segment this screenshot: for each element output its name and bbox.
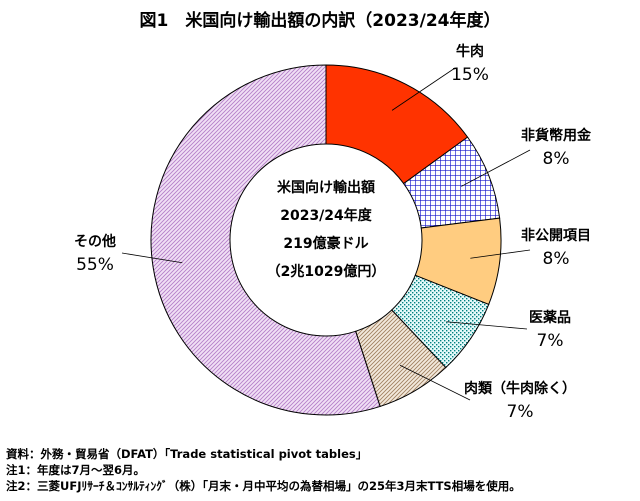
slice-name-label-2: 非公開項目 [521,227,591,244]
center-label-line-2: 219億豪ドル [283,235,368,252]
center-label-line-1: 2023/24年度 [280,207,373,224]
leader-line-5 [121,252,183,264]
slice-name-label-0: 牛肉 [456,43,484,60]
donut-chart: 牛肉 15% 非貨幣用金 8% 非公開項目 8% 医薬品 7% 肉類（牛肉除く） 7% その他 55%… [74,43,592,422]
slice-name-label-1: 非貨幣用金 [521,127,592,144]
slice-5 [150,64,381,416]
note-2: 注2：三菱UFJﾘｻｰﾁ＆ｺﾝｻﾙﾃｨﾝｸﾞ（株）「月末・月中平均の為替相場」の… [6,479,521,493]
slice-value-label-4: 7% [507,402,534,422]
note-1: 注1：年度は7月～翌6月。 [6,463,146,477]
slice-value-label-2: 8% [543,249,570,269]
leader-line-2 [470,249,531,259]
leader-line-4 [399,364,471,401]
notes: 資料：外務・貿易省（DFAT）「Trade statistical pivot … [6,446,636,494]
slice-value-label-5: 55% [76,255,114,275]
leader-line-0 [391,67,456,111]
leader-line-3 [446,321,528,330]
slice-value-label-0: 15% [451,65,489,85]
slice-value-label-3: 7% [537,331,564,351]
source-note: 資料：外務・貿易省（DFAT）「Trade statistical pivot … [6,447,368,461]
center-label-line-3: （2兆1029億円） [267,263,386,280]
slice-name-label-3: 医薬品 [529,309,571,326]
slice-name-label-5: その他 [74,233,116,250]
leader-line-1 [461,149,531,187]
slice-value-label-1: 8% [543,149,570,169]
center-label-line-0: 米国向け輸出額 [277,179,375,196]
slice-name-label-4: 肉類（牛肉除く） [464,380,576,397]
chart-title: 図1 米国向け輸出額の内訳（2023/24年度） [139,11,501,31]
